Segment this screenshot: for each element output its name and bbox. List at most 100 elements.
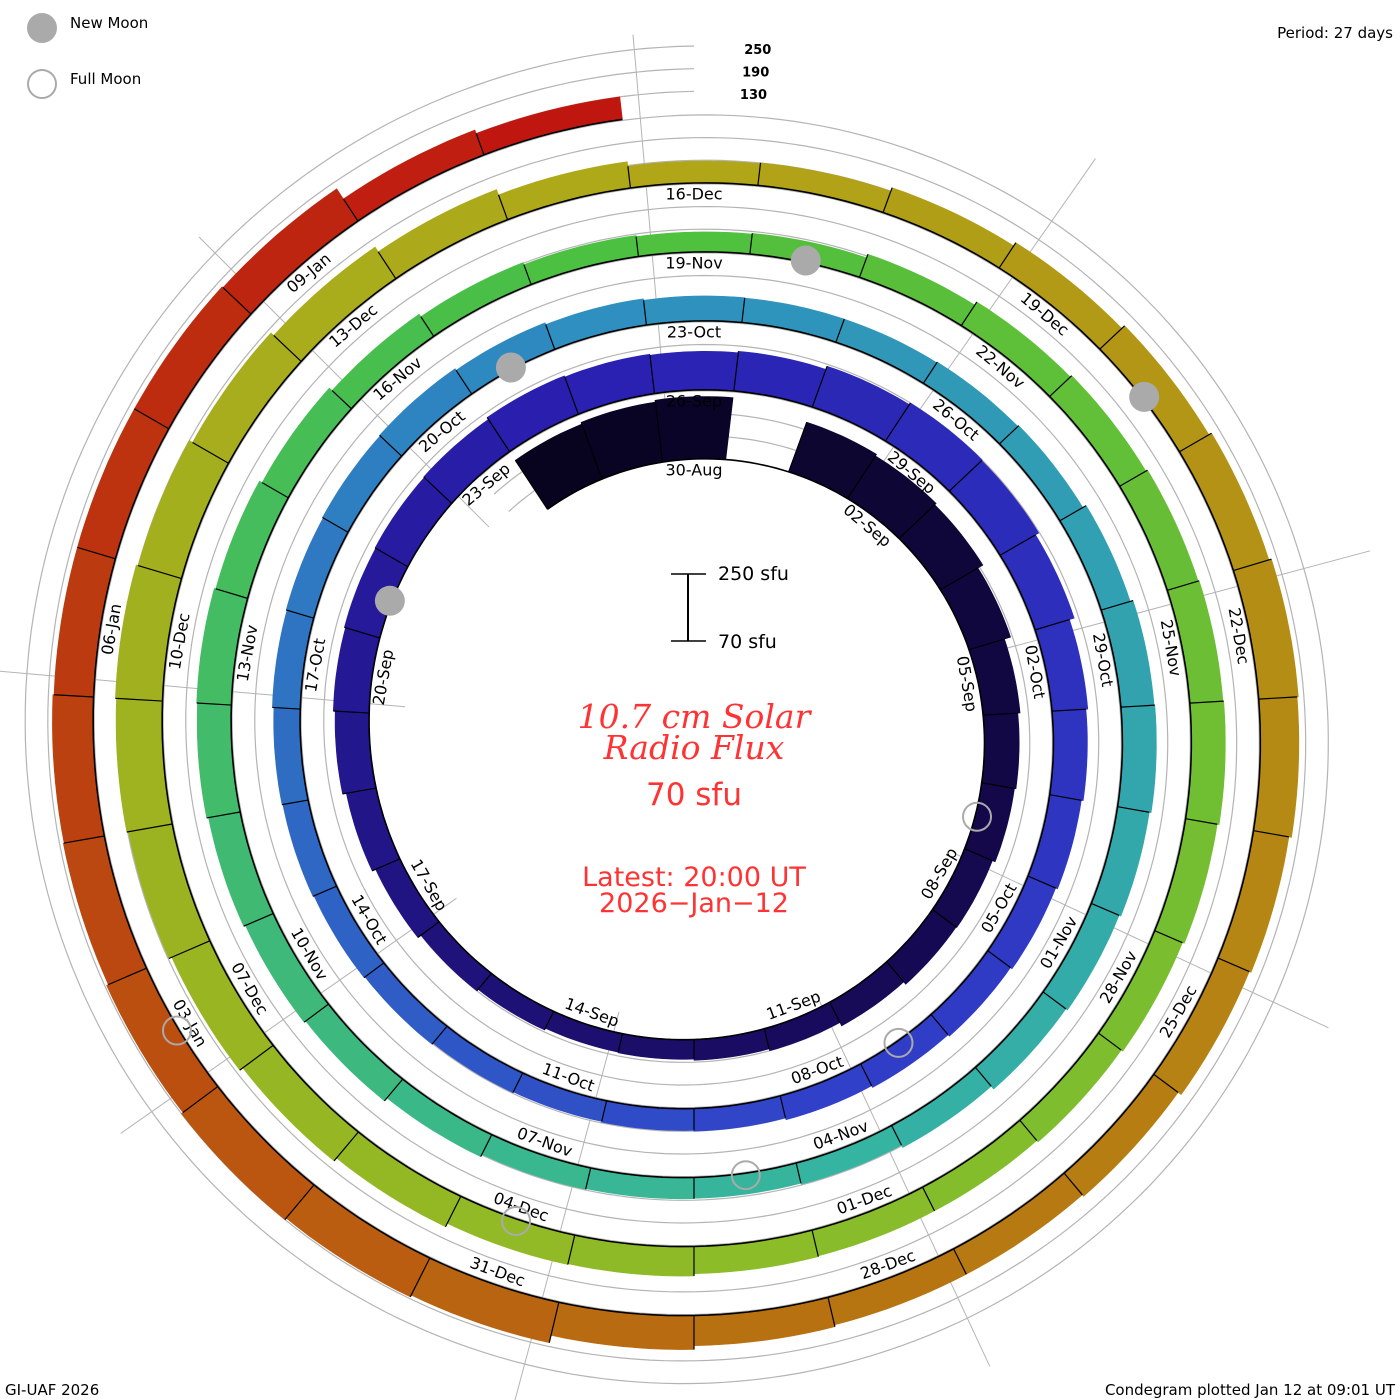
full-moon-icon [27, 69, 57, 99]
bar-separator [206, 811, 241, 819]
bar-separator [627, 166, 632, 189]
date-label: 30-Aug [665, 461, 722, 480]
bar-separator [126, 823, 173, 833]
bar-separator [1153, 1073, 1179, 1093]
bar-separator [882, 187, 893, 213]
bar-separator [272, 706, 301, 710]
flux-bar [882, 187, 1015, 269]
bar-separator [829, 1001, 841, 1023]
flux-bar [886, 909, 957, 985]
legend-new-moon: New Moon [70, 14, 148, 32]
scale-bar: 250 sfu 70 sfu [671, 563, 789, 653]
bar-separator [273, 335, 302, 362]
bar-separator [749, 233, 753, 255]
bar-separator [363, 962, 385, 979]
bar-separator [384, 1078, 404, 1102]
bar-separator [585, 1167, 592, 1190]
flux-bar [1154, 818, 1218, 944]
bar-separator [134, 408, 170, 430]
bar-separator [1019, 1119, 1038, 1141]
bar-separator [860, 1063, 873, 1087]
bar-separator [964, 848, 993, 862]
bar-separator [1217, 957, 1250, 973]
bar-separator [1185, 818, 1218, 825]
bar-separator [858, 254, 869, 278]
full-moon-marker [883, 1027, 914, 1058]
bar-separator [741, 298, 746, 323]
bar-separator [1042, 991, 1067, 1010]
new-moon-marker [495, 352, 526, 383]
bar-separator [548, 1302, 560, 1343]
bar-separator [379, 434, 402, 457]
baseline-spiral-line [92, 118, 1262, 1317]
flux-bar [930, 950, 1011, 1037]
flux-bar [693, 1028, 770, 1061]
flux-bar [693, 1095, 786, 1132]
flux-bar [981, 712, 1020, 790]
moon-markers [161, 245, 1160, 1236]
bar-separator [543, 1011, 555, 1031]
reference-level-label-130: 130 [740, 88, 767, 103]
bar-separator [891, 1125, 903, 1146]
bar-separator [999, 425, 1020, 445]
flux-bar [364, 962, 448, 1045]
bar-separator [239, 1044, 274, 1071]
bar-separator [1117, 806, 1150, 813]
new-moon-marker [790, 245, 821, 276]
bar-separator [953, 1248, 967, 1275]
latest-time: Latest: 20:00 UT [582, 862, 806, 893]
bar-separator [564, 376, 579, 415]
flux-bar [305, 1003, 404, 1102]
flux-bar [693, 1162, 802, 1199]
date-label: 23-Oct [667, 323, 721, 342]
bar-separator [480, 1134, 493, 1157]
bar-separator [981, 782, 1015, 790]
bar-separator [884, 402, 911, 442]
bar-separator [322, 516, 349, 533]
bar-separator [286, 609, 314, 619]
bar-separator [222, 287, 252, 315]
bar-separator [948, 460, 983, 492]
bar-separator [284, 1184, 315, 1220]
flux-bar [550, 1301, 695, 1350]
bar-separator [898, 504, 936, 539]
flux-bar [285, 517, 349, 619]
radial-spoke [956, 854, 1329, 1029]
flux-bar [1049, 708, 1088, 801]
bar-separator [968, 638, 1005, 651]
bar-separator [974, 1067, 992, 1087]
period-label: Period: 27 days [1277, 24, 1393, 42]
bar-separator [281, 799, 309, 806]
radial-spoke [514, 1011, 620, 1400]
bar-separator [215, 588, 248, 599]
bar-separator [420, 316, 435, 337]
flux-bar [741, 297, 845, 343]
flux-bar [693, 1296, 836, 1347]
bar-separator [983, 712, 1018, 716]
reference-spiral-190 [47, 68, 1307, 1362]
legend-full-moon: Full Moon [70, 70, 141, 88]
flux-bar [261, 387, 352, 499]
bar-separator [1049, 375, 1073, 397]
date-label: 16-Dec [665, 185, 722, 204]
bar-separator [567, 1234, 576, 1265]
bar-separator [1063, 1172, 1083, 1196]
bar-separator [455, 369, 473, 395]
bar-separator [811, 365, 828, 408]
flux-bar [617, 1033, 695, 1060]
bar-separator [635, 236, 640, 257]
flux-bar [345, 787, 401, 872]
bar-separator [757, 162, 762, 186]
bar-separator [344, 626, 381, 639]
chart-title-line1: 10.7 cm Solar [578, 697, 813, 736]
flux-bar [585, 1167, 695, 1200]
bar-separator [1099, 325, 1125, 350]
bar-separator [1120, 704, 1155, 708]
new-moon-icon [27, 13, 57, 43]
footer-plotted: Condegram plotted Jan 12 at 09:01 UT [1105, 1381, 1396, 1399]
flux-bars [52, 96, 1300, 1350]
flux-bar [420, 262, 532, 337]
bar-separator [779, 1095, 787, 1119]
flux-bar [1019, 1032, 1122, 1143]
bar-separator [476, 973, 492, 992]
